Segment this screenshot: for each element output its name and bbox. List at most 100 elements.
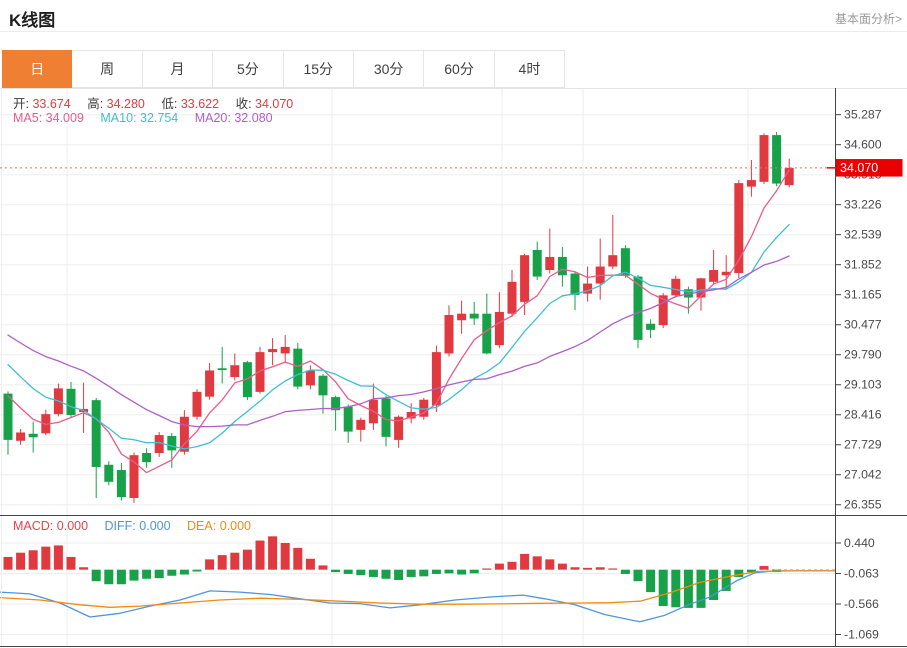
macd-bar <box>658 569 668 607</box>
price-axis-label: 26.355 <box>844 498 882 512</box>
macd-bar <box>545 559 555 570</box>
price-axis-label: 27.042 <box>844 468 882 482</box>
candle-body <box>507 281 517 314</box>
ma5-value: 34.009 <box>45 111 84 125</box>
candle-body <box>419 399 429 417</box>
candle-body <box>784 167 794 186</box>
macd-bar <box>570 567 580 570</box>
macd-bar <box>28 550 38 570</box>
candle-body <box>242 362 252 398</box>
macd-bar <box>671 569 681 608</box>
high-value: 34.280 <box>106 97 145 111</box>
candle-body <box>583 283 593 294</box>
macd-bar <box>469 569 479 574</box>
header-divider <box>0 31 907 32</box>
macd-bar <box>394 569 404 580</box>
candle-body <box>305 370 315 386</box>
macd-bar <box>494 563 504 570</box>
macd-bar <box>532 556 542 570</box>
candle-body <box>343 406 353 432</box>
tab-week[interactable]: 周 <box>72 50 143 88</box>
macd-bar <box>66 556 76 570</box>
macd-bar <box>331 569 341 573</box>
macd-bar <box>746 569 756 573</box>
macd-bar <box>16 552 26 570</box>
tab-day[interactable]: 日 <box>2 50 73 88</box>
macd-bar <box>368 569 378 577</box>
macd-bar <box>457 569 467 575</box>
candle-body <box>230 365 240 378</box>
ma20-line <box>7 255 790 428</box>
candle-body <box>217 368 227 371</box>
macd-bar <box>709 569 719 600</box>
candle-body <box>205 370 215 397</box>
macd-bar <box>53 545 63 570</box>
candle-body <box>709 270 719 282</box>
candle-body <box>457 313 467 321</box>
candle-body <box>255 352 265 392</box>
macd-bar <box>293 547 303 570</box>
diff-label: DIFF: <box>104 519 136 533</box>
macd-bar <box>646 569 656 593</box>
ma20-label: MA20: <box>194 111 231 125</box>
tab-15min[interactable]: 15分 <box>283 50 354 88</box>
tab-30min[interactable]: 30分 <box>353 50 425 88</box>
dea-line <box>0 570 835 608</box>
macd-bar <box>520 553 530 570</box>
macd-bar <box>608 568 618 570</box>
macd-bar <box>318 565 328 570</box>
candle-body <box>3 393 13 440</box>
candle-body <box>721 271 731 276</box>
macd-bar <box>356 569 366 576</box>
open-label: 开: <box>13 97 29 111</box>
price-axis-label: 31.165 <box>844 288 882 302</box>
macd-bar <box>142 569 152 579</box>
macd-bar <box>205 559 215 570</box>
macd-bar <box>482 568 492 570</box>
candle-body <box>469 313 479 319</box>
macd-bar <box>217 555 227 570</box>
candle-body <box>116 470 126 498</box>
candle-body <box>331 397 341 411</box>
price-axis-label: 31.852 <box>844 258 882 272</box>
candle-body <box>520 255 530 302</box>
macd-bar <box>557 563 567 570</box>
low-label: 低: <box>161 97 178 111</box>
candle-body <box>633 276 643 340</box>
candle-body <box>608 255 618 267</box>
candle-body <box>167 435 177 451</box>
price-axis-label: 27.729 <box>844 438 882 452</box>
macd-axis-label: -0.063 <box>844 567 879 581</box>
candle-body <box>280 346 290 354</box>
ma5-line <box>7 169 790 474</box>
price-axis-label: 34.600 <box>844 138 882 152</box>
candle-body <box>154 435 164 453</box>
macd-bar <box>3 556 13 570</box>
macd-bar <box>41 546 51 570</box>
price-axis-label: 33.226 <box>844 198 882 212</box>
tab-4hour[interactable]: 4时 <box>494 50 566 88</box>
ma10-line <box>7 223 790 450</box>
candle-body <box>696 278 706 298</box>
candle-body <box>293 348 303 387</box>
tab-month[interactable]: 月 <box>142 50 214 88</box>
candle-body <box>532 249 542 277</box>
tab-5min[interactable]: 5分 <box>213 50 284 88</box>
tab-60min[interactable]: 60分 <box>424 50 495 88</box>
close-value: 34.070 <box>255 97 294 111</box>
ma10-value: 32.754 <box>140 111 179 125</box>
macd-label: MACD: <box>13 519 54 533</box>
candle-body <box>129 455 139 498</box>
candle-body <box>494 311 504 346</box>
candle-body <box>570 273 580 295</box>
fundamental-analysis-link[interactable]: 基本面分析> <box>834 12 902 26</box>
macd-bar <box>179 569 189 575</box>
macd-bar <box>406 569 416 577</box>
candle-body <box>142 452 152 463</box>
candle-body <box>557 256 567 276</box>
ma20-value: 32.080 <box>234 111 273 125</box>
price-axis-label: 30.477 <box>844 318 882 332</box>
candle-body <box>192 391 202 417</box>
